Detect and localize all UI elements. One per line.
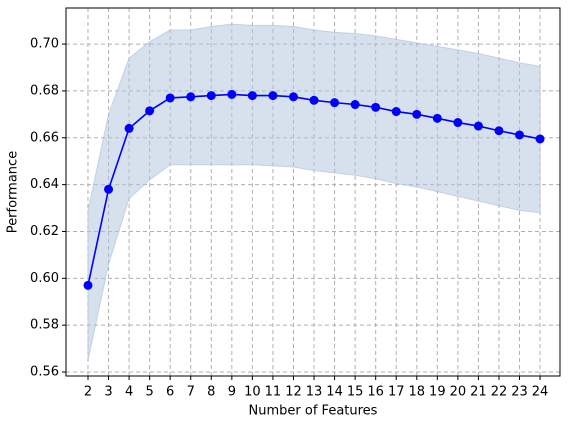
y-tick-label: 0.56 — [30, 365, 59, 380]
x-tick-label: 2 — [84, 385, 92, 400]
x-tick-label: 4 — [125, 385, 133, 400]
marker — [227, 89, 237, 99]
marker — [412, 109, 422, 119]
marker — [350, 100, 360, 110]
x-tick-label: 6 — [166, 385, 174, 400]
y-tick-label: 0.70 — [30, 37, 59, 52]
marker — [391, 107, 401, 117]
y-tick-label: 0.58 — [30, 318, 59, 333]
x-tick-label: 10 — [244, 385, 261, 400]
marker — [330, 98, 340, 108]
y-axis-label: Performance — [6, 151, 21, 233]
marker — [83, 280, 93, 290]
marker — [104, 184, 114, 194]
x-tick-label: 7 — [187, 385, 195, 400]
x-axis-label: Number of Features — [249, 404, 378, 419]
x-tick-label: 24 — [532, 385, 549, 400]
marker — [186, 92, 196, 102]
y-tick-label: 0.66 — [30, 130, 59, 145]
marker — [124, 123, 134, 133]
marker — [247, 91, 257, 101]
marker — [473, 121, 483, 131]
x-tick-label: 15 — [347, 385, 364, 400]
x-tick-label: 21 — [470, 385, 487, 400]
marker — [309, 95, 319, 105]
x-tick-label: 19 — [429, 385, 446, 400]
marker — [535, 134, 545, 144]
marker — [494, 126, 504, 136]
marker — [206, 91, 216, 101]
marker — [288, 92, 298, 102]
marker — [432, 113, 442, 123]
y-tick-label: 0.60 — [30, 271, 59, 286]
marker — [453, 118, 463, 128]
x-tick-label: 11 — [265, 385, 282, 400]
std-band — [87, 23, 541, 361]
x-tick-label: 3 — [104, 385, 112, 400]
marker — [515, 130, 525, 140]
x-tick-label: 13 — [306, 385, 323, 400]
x-tick-label: 8 — [207, 385, 215, 400]
marker — [371, 102, 381, 112]
x-tick-label: 9 — [228, 385, 236, 400]
plot-frame — [65, 7, 561, 377]
y-tick-label: 0.62 — [30, 224, 59, 239]
x-tick-label: 17 — [388, 385, 405, 400]
x-tick-label: 14 — [326, 385, 343, 400]
marker — [268, 91, 278, 101]
marker — [165, 93, 175, 103]
x-tick-label: 20 — [450, 385, 467, 400]
y-tick-label: 0.68 — [30, 83, 59, 98]
y-tick-label: 0.64 — [30, 177, 59, 192]
x-tick-label: 16 — [367, 385, 384, 400]
x-tick-label: 18 — [408, 385, 425, 400]
x-tick-label: 12 — [285, 385, 302, 400]
x-tick-label: 22 — [491, 385, 508, 400]
marker — [145, 106, 155, 116]
x-tick-label: 23 — [511, 385, 528, 400]
x-tick-label: 5 — [145, 385, 153, 400]
